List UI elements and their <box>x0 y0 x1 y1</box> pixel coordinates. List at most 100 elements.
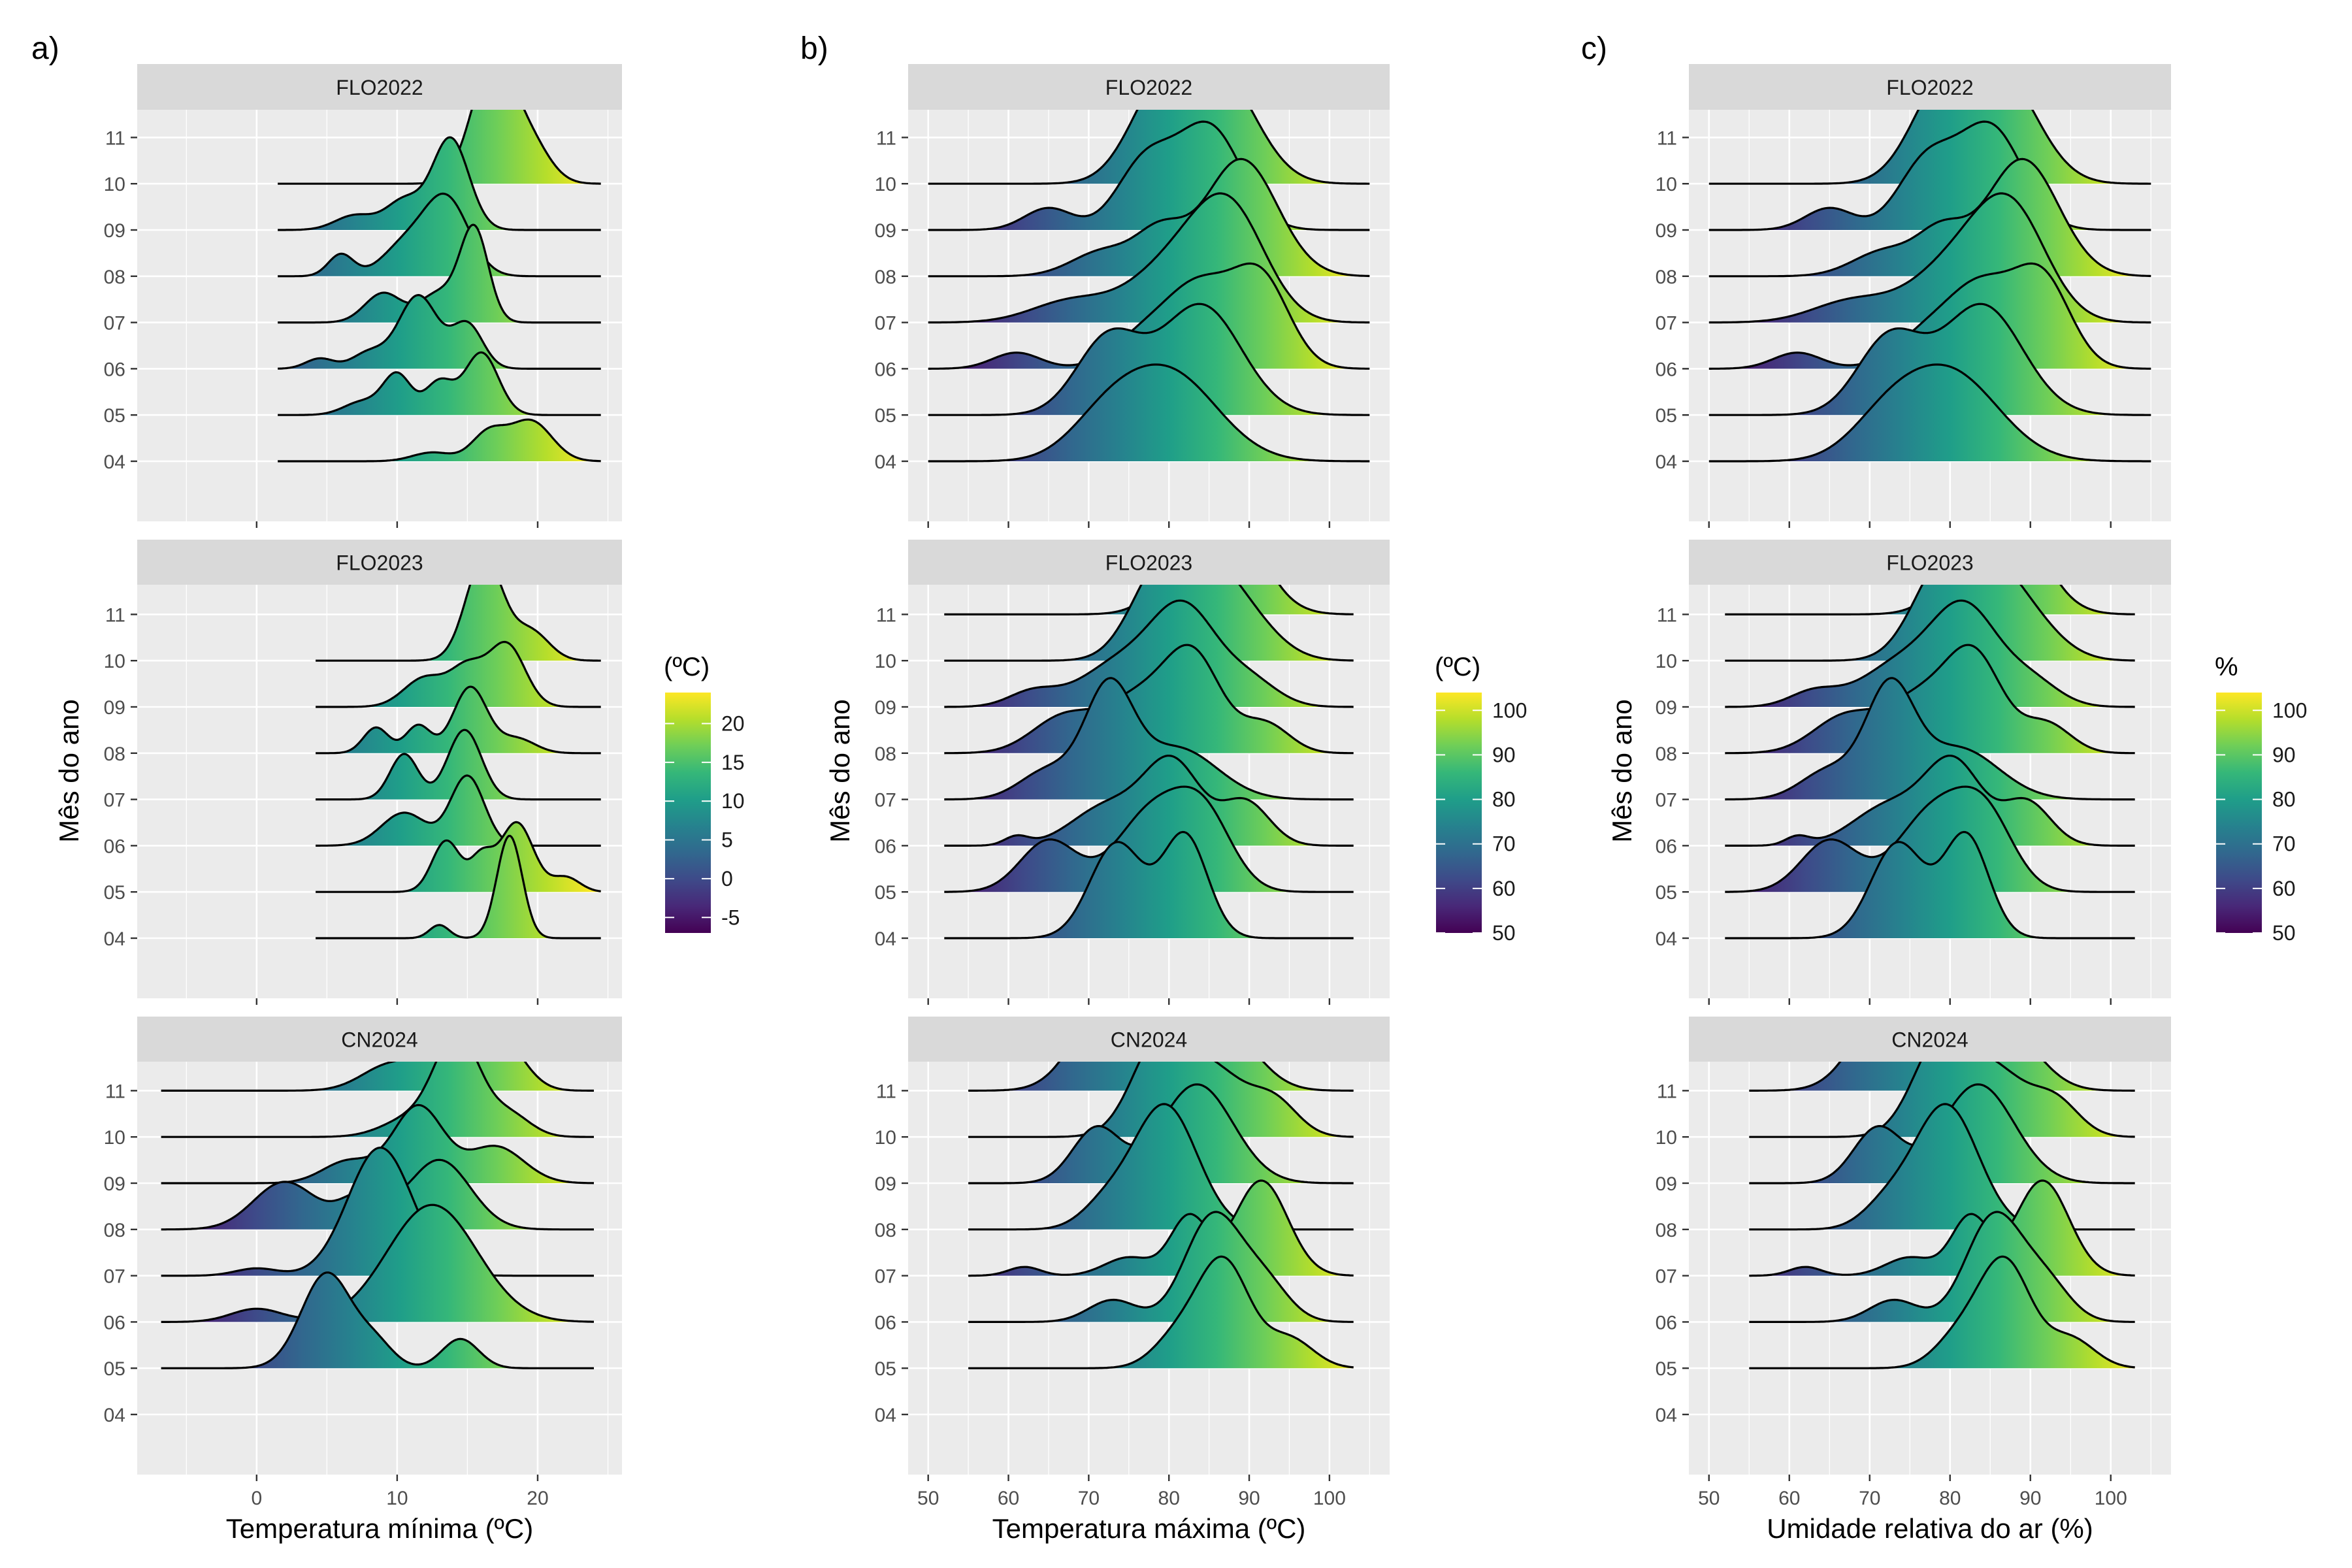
y-tick-label: 06 <box>875 359 896 380</box>
ridge-05 <box>928 304 1370 416</box>
y-tick-label: 05 <box>875 405 896 427</box>
ridge-outline-05 <box>278 351 601 416</box>
y-tick-label: 04 <box>104 928 125 950</box>
ridge-05 <box>1749 1256 2135 1369</box>
ridge-outline-07 <box>944 677 1354 801</box>
ridge-06 <box>1749 1212 2135 1322</box>
ridge-06 <box>1725 755 2135 846</box>
facet-flo2022: FLO2022 04 05 06 07 08 09 10 11 <box>875 64 1390 528</box>
y-tick-label: 07 <box>104 790 125 811</box>
ridge-06 <box>944 755 1354 846</box>
ridge-outline-06 <box>316 774 601 847</box>
ridges <box>928 110 1370 463</box>
ridge-09 <box>161 1105 595 1183</box>
facet-strip <box>137 1017 622 1062</box>
ridge-05 <box>161 1272 595 1369</box>
y-tick-label: 06 <box>104 836 125 857</box>
ridge-outline-07 <box>161 1147 594 1277</box>
ridge-outline-07 <box>316 728 601 801</box>
y-tick-label: 05 <box>875 1358 896 1380</box>
ridge-05 <box>968 1256 1354 1369</box>
colorbar <box>1436 693 1482 933</box>
y-tick-label: 04 <box>1656 928 1677 950</box>
ridge-05 <box>1725 787 2135 892</box>
y-tick-label: 10 <box>104 1127 125 1149</box>
y-tick-label: 05 <box>1656 1358 1677 1380</box>
ridge-04 <box>1725 832 2135 938</box>
y-tick-label: 09 <box>104 220 125 242</box>
panel-tag: c) <box>1581 31 1607 66</box>
ridge-outline-10 <box>316 585 601 662</box>
ridge-outline-10 <box>1749 1062 2135 1138</box>
ridge-outline-06 <box>968 1211 1354 1323</box>
legend-title: (ºC) <box>664 653 710 681</box>
colorbar-label: 5 <box>721 828 733 852</box>
colorbar <box>2216 693 2262 933</box>
facet-strip <box>137 540 622 585</box>
ridge-outline-06 <box>944 755 1354 847</box>
facet-cn2024: CN2024 04 05 06 07 08 09 10 11 50 60 70 80 90 100 <box>1656 1017 2171 1509</box>
colorbar-label: 50 <box>2272 921 2296 945</box>
ridge-outline-10 <box>161 1062 594 1138</box>
y-tick-label: 10 <box>1656 1127 1677 1149</box>
ridge-outline-04 <box>928 363 1370 463</box>
y-tick-label: 08 <box>1656 743 1677 765</box>
facet-strip <box>1689 64 2171 110</box>
ridge-04 <box>928 365 1370 461</box>
ridge-outline-09 <box>1725 599 2135 708</box>
y-tick-label: 08 <box>104 267 125 288</box>
colorbar-label: 60 <box>2272 877 2296 900</box>
ridge-07 <box>316 730 601 800</box>
ridge-08 <box>316 687 601 753</box>
ridge-outline-08 <box>316 685 601 755</box>
ridge-outline-04 <box>316 834 601 939</box>
facet-strip <box>908 64 1390 110</box>
facet-strip <box>1689 1017 2171 1062</box>
x-tick-label: 90 <box>2019 1488 2041 1509</box>
y-tick-label: 08 <box>104 1220 125 1241</box>
y-tick-label: 05 <box>104 882 125 904</box>
ridge-04 <box>1708 365 2151 461</box>
ridge-outline-10 <box>944 585 1354 662</box>
ridge-outline-11 <box>968 1062 1354 1092</box>
y-tick-label: 07 <box>1656 1266 1677 1288</box>
ridge-outline-08 <box>1708 157 2151 278</box>
ridge-08 <box>1749 1103 2135 1230</box>
y-tick-label: 09 <box>875 220 896 242</box>
y-tick-label: 09 <box>875 1173 896 1195</box>
colorbar-label: 0 <box>721 867 733 890</box>
ridge-08 <box>968 1103 1354 1230</box>
ridge-outline-05 <box>968 1255 1354 1369</box>
ridge-outline-08 <box>928 157 1370 278</box>
facet-label: FLO2022 <box>1105 76 1192 99</box>
y-tick-label: 06 <box>1656 359 1677 380</box>
colorbar-label: 80 <box>1492 788 1516 811</box>
ridges <box>968 1062 1354 1369</box>
colorbar-label: 90 <box>1492 743 1516 766</box>
ridge-outline-05 <box>1749 1255 2135 1369</box>
y-tick-label: 10 <box>875 1127 896 1149</box>
x-tick-label: 70 <box>1078 1488 1100 1509</box>
y-tick-label: 08 <box>1656 1220 1677 1241</box>
ridge-outline-04 <box>944 830 1354 939</box>
y-tick-label: 04 <box>875 1405 896 1426</box>
y-tick-label: 09 <box>1656 1173 1677 1195</box>
ridge-05 <box>944 787 1354 892</box>
ridge-outline-10 <box>928 110 1370 185</box>
y-tick-label: 10 <box>104 174 125 195</box>
colorbar-label: 90 <box>2272 743 2296 766</box>
y-tick-label: 06 <box>875 1312 896 1333</box>
colorbar-label: 50 <box>1492 921 1516 945</box>
facet-label: CN2024 <box>1111 1028 1187 1052</box>
y-tick-label: 07 <box>104 1266 125 1288</box>
y-tick-label: 05 <box>875 882 896 904</box>
y-tick-label: 06 <box>1656 836 1677 857</box>
y-tick-label: 07 <box>875 790 896 811</box>
ridge-08 <box>944 645 1354 753</box>
x-tick-label: 100 <box>2095 1488 2127 1509</box>
y-tick-label: 10 <box>875 174 896 195</box>
ridge-07 <box>161 1147 595 1276</box>
x-tick-label: 100 <box>1313 1488 1346 1509</box>
ridge-outline-09 <box>278 136 601 231</box>
y-tick-label: 05 <box>104 1358 125 1380</box>
